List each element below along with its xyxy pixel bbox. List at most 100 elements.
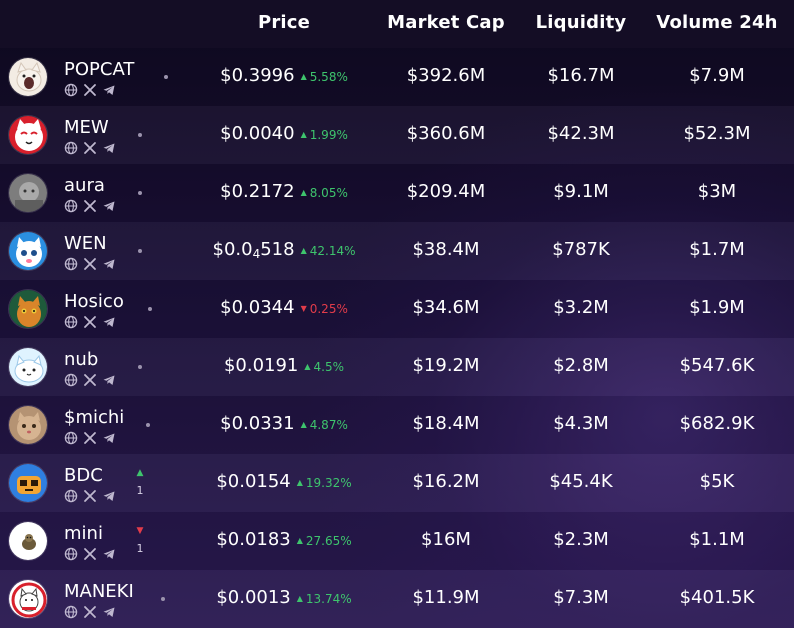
michi-cat-avatar-icon[interactable]: [8, 405, 48, 445]
token-name[interactable]: aura: [64, 175, 105, 196]
market-cap-value: $209.4M: [406, 181, 486, 202]
volume-24h-value: $1.9M: [689, 297, 745, 318]
table-row[interactable]: MANEKI $0.0013 ▲ 13.74% $11.9M $7.3M $401.5K: [0, 570, 794, 628]
hosico-cat-avatar-icon[interactable]: [8, 289, 48, 329]
price-cell: $0.04518 ▲ 42.14%: [192, 239, 376, 261]
website-globe-icon[interactable]: [64, 83, 78, 97]
telegram-icon[interactable]: [102, 489, 116, 503]
token-name[interactable]: Hosico: [64, 291, 124, 312]
x-twitter-icon[interactable]: [83, 547, 97, 561]
token-name[interactable]: mini: [64, 523, 103, 544]
table-row[interactable]: aura $0.2172 ▲ 8.05% $209.4M $9.1M $3M: [0, 164, 794, 222]
table-row[interactable]: $michi $0.0331 ▲ 4.87% $18.4M $4.3M $682.9K: [0, 396, 794, 454]
table-row[interactable]: Hosico $0.0344 ▼ 0.25% $34.6M $3.2M $1.9M: [0, 280, 794, 338]
change-up-arrow-icon: ▲: [300, 72, 307, 81]
telegram-icon[interactable]: [102, 605, 116, 619]
telegram-icon[interactable]: [102, 83, 116, 97]
liquidity-value: $9.1M: [553, 181, 609, 202]
website-globe-icon[interactable]: [64, 605, 78, 619]
website-globe-icon[interactable]: [64, 315, 78, 329]
table-row[interactable]: POPCAT $0.3996 ▲ 5.58% $392.6M $16.7M $7.9M: [0, 48, 794, 106]
more-dot[interactable]: [148, 307, 152, 311]
x-twitter-icon[interactable]: [83, 315, 97, 329]
aura-avatar-icon[interactable]: [8, 173, 48, 213]
nub-avatar-icon[interactable]: [8, 347, 48, 387]
mew-cat-avatar-icon[interactable]: [8, 115, 48, 155]
volume-24h-column-header[interactable]: Volume 24h: [656, 12, 778, 33]
price-cell: $0.2172 ▲ 8.05%: [192, 181, 376, 202]
telegram-icon[interactable]: [102, 547, 116, 561]
price-value: $0.0154: [216, 471, 291, 492]
x-twitter-icon[interactable]: [83, 489, 97, 503]
token-name[interactable]: $michi: [64, 407, 125, 428]
more-dot[interactable]: [138, 133, 142, 137]
website-globe-icon[interactable]: [64, 431, 78, 445]
liquidity-value: $45.4K: [549, 471, 613, 492]
more-dot[interactable]: [138, 191, 142, 195]
telegram-icon[interactable]: [102, 141, 116, 155]
website-globe-icon[interactable]: [64, 489, 78, 503]
maneki-cat-avatar-icon[interactable]: [8, 579, 48, 619]
market-cap-value: $16.2M: [412, 471, 480, 492]
x-twitter-icon[interactable]: [83, 141, 97, 155]
social-links: [64, 605, 116, 619]
website-globe-icon[interactable]: [64, 199, 78, 213]
telegram-icon[interactable]: [102, 431, 116, 445]
x-twitter-icon[interactable]: [83, 199, 97, 213]
x-twitter-icon[interactable]: [83, 83, 97, 97]
website-globe-icon[interactable]: [64, 257, 78, 271]
more-dot[interactable]: [138, 249, 142, 253]
token-name[interactable]: BDC: [64, 465, 103, 486]
vote-count: 1: [136, 484, 144, 497]
website-globe-icon[interactable]: [64, 141, 78, 155]
volume-24h-value: $7.9M: [689, 65, 745, 86]
token-name[interactable]: POPCAT: [64, 59, 135, 80]
wen-cat-avatar-icon[interactable]: [8, 231, 48, 271]
telegram-icon[interactable]: [102, 315, 116, 329]
market-cap-value: $392.6M: [406, 65, 486, 86]
x-twitter-icon[interactable]: [83, 373, 97, 387]
website-globe-icon[interactable]: [64, 373, 78, 387]
price-cell: $0.0344 ▼ 0.25%: [192, 297, 376, 318]
table-row[interactable]: WEN $0.04518 ▲ 42.14% $38.4M $787K $1.7M: [0, 222, 794, 280]
token-name[interactable]: WEN: [64, 233, 107, 254]
table-row[interactable]: BDC ▲ 1 $0.0154 ▲ 19.32% $16.2M $45.4K $5K: [0, 454, 794, 512]
vote-indicator[interactable]: ▲ 1: [133, 468, 147, 497]
change-up-arrow-icon: ▲: [300, 420, 307, 429]
x-twitter-icon[interactable]: [83, 605, 97, 619]
more-dot[interactable]: [146, 423, 150, 427]
x-twitter-icon[interactable]: [83, 257, 97, 271]
table-row[interactable]: nub $0.0191 ▲ 4.5% $19.2M $2.8M $547.6K: [0, 338, 794, 396]
telegram-icon[interactable]: [102, 257, 116, 271]
more-dot[interactable]: [161, 597, 165, 601]
market-cap-value: $18.4M: [412, 413, 480, 434]
more-dot[interactable]: [164, 75, 168, 79]
social-links: [64, 373, 116, 387]
vote-down-arrow-icon[interactable]: ▼: [136, 526, 144, 536]
table-row[interactable]: mini ▼ 1 $0.0183 ▲ 27.65% $16M $2.3M $1.1M: [0, 512, 794, 570]
price-value: $0.0183: [216, 529, 291, 550]
bdc-avatar-icon[interactable]: [8, 463, 48, 503]
market-cap-column-header[interactable]: Market Cap: [387, 12, 505, 33]
liquidity-column-header[interactable]: Liquidity: [535, 12, 627, 33]
table-row[interactable]: MEW $0.0040 ▲ 1.99% $360.6M $42.3M $52.3M: [0, 106, 794, 164]
price-column-header[interactable]: Price: [257, 12, 311, 33]
x-twitter-icon[interactable]: [83, 431, 97, 445]
vote-count: 1: [136, 542, 144, 555]
telegram-icon[interactable]: [102, 373, 116, 387]
popcat-cat-avatar-icon[interactable]: [8, 57, 48, 97]
token-name[interactable]: nub: [64, 349, 99, 370]
price-change: ▲ 27.65%: [296, 534, 352, 548]
more-dot[interactable]: [138, 365, 142, 369]
volume-24h-value: $547.6K: [679, 355, 755, 376]
mini-avatar-icon[interactable]: [8, 521, 48, 561]
token-name[interactable]: MANEKI: [64, 581, 134, 602]
market-cap-value: $16M: [421, 529, 471, 550]
vote-indicator[interactable]: ▼ 1: [133, 526, 147, 555]
vote-up-arrow-icon[interactable]: ▲: [136, 468, 144, 478]
telegram-icon[interactable]: [102, 199, 116, 213]
volume-24h-value: $682.9K: [679, 413, 755, 434]
token-name[interactable]: MEW: [64, 117, 109, 138]
website-globe-icon[interactable]: [64, 547, 78, 561]
price-cell: $0.3996 ▲ 5.58%: [192, 65, 376, 86]
